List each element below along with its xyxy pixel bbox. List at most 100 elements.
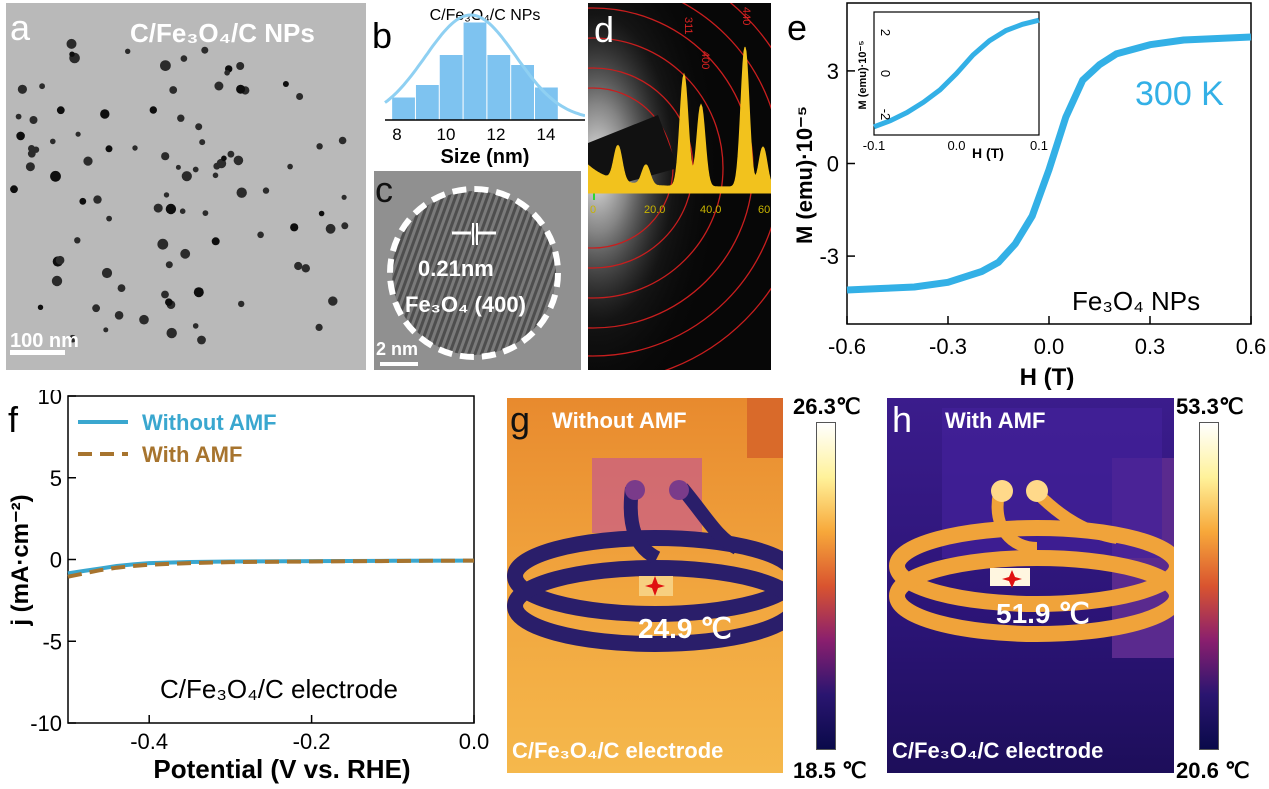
nanoparticle [50, 138, 56, 145]
nanoparticle [338, 136, 347, 145]
nanoparticle [51, 275, 63, 287]
nanoparticle [166, 327, 177, 339]
panel-f-ytick-label: 10 [38, 390, 62, 409]
inset-yticks: -2 0 2 [878, 29, 893, 120]
panel-b-xticks: 8 10 12 14 [392, 125, 555, 144]
nanoparticle [55, 255, 65, 265]
inset-ylabel: M (emu)·10⁻⁵ [857, 40, 869, 109]
nanoparticle [37, 304, 44, 310]
panel-f-lsv-chart: -0.4 -0.2 0.0 10 5 0 -5 -10 Without AMF With A… [7, 390, 489, 784]
lattice-spacing-label: 0.21nm [418, 256, 494, 281]
nanoparticle [301, 264, 310, 273]
nanoparticle [294, 261, 303, 271]
nanoparticle [69, 51, 75, 57]
nanoparticle [316, 143, 323, 150]
panel-e-xticks: -0.6 -0.3 0.0 0.3 0.6 [828, 316, 1266, 359]
panel-e-mh-chart: -0.6 -0.3 0.0 0.3 0.6 -3 0 3 H (T) M (emu)·10⁻… [792, 2, 1266, 391]
nanoparticle [169, 86, 178, 94]
histogram-bar [415, 85, 439, 120]
lattice-fringes [374, 171, 581, 370]
panel-g-thermal-image [507, 398, 783, 773]
nanoparticle [29, 116, 38, 124]
intensity-profile [588, 46, 771, 194]
panel-h-sample: C/Fe₃O₄/C electrode [892, 738, 1104, 763]
colorbar-g-min: 18.5 ℃ [793, 758, 867, 783]
panel-b-xtick: 12 [487, 125, 506, 144]
nanoparticle [318, 210, 325, 217]
temperature-annotation: 300 K [1135, 75, 1224, 113]
nanoparticle [100, 109, 110, 119]
peak-label: 440 [740, 7, 752, 25]
inset-xtick-label: 0.1 [1030, 138, 1048, 153]
panel-c-label: c [375, 169, 393, 210]
nanoparticle [101, 267, 113, 279]
panel-a-tem-image [6, 3, 366, 370]
profile-xtick: 0 [590, 204, 596, 216]
scale-bar-c-label: 2 nm [376, 339, 419, 359]
histogram-bar [535, 87, 558, 120]
nanoparticle [153, 203, 163, 213]
panel-e-xtick-label: -0.3 [929, 334, 967, 359]
nanoparticle [216, 158, 227, 169]
nanoparticle [181, 171, 192, 182]
histogram-bar [439, 55, 463, 120]
nanoparticle [296, 93, 304, 100]
nanoparticle [287, 163, 293, 170]
nanoparticle [16, 131, 25, 141]
panel-e-xlabel: H (T) [1020, 364, 1075, 391]
panel-f-ytick-label: 5 [50, 466, 62, 491]
lattice-plane-label: Fe₃O₄ (400) [405, 292, 526, 317]
legend: Without AMF With AMF [78, 410, 277, 467]
panel-g-title: Without AMF [552, 408, 687, 433]
legend-label-with-amf: With AMF [142, 442, 242, 467]
nanoparticle [341, 222, 349, 230]
inset-xlabel: H (T) [972, 145, 1004, 161]
scale-bar-a-label: 100 nm [10, 330, 79, 352]
nanoparticle [74, 237, 81, 244]
histogram-bar [511, 65, 534, 120]
panel-h-temperature: 51.9 ℃ [996, 598, 1090, 629]
nanoparticle [163, 192, 170, 198]
series-with-amf [67, 558, 475, 579]
gaussian-fit-curve [384, 13, 585, 118]
panel-b-label: b [372, 15, 393, 56]
nanoparticle [10, 185, 18, 194]
panel-e-ytick-label: 3 [827, 59, 839, 84]
nanoparticle [56, 106, 65, 115]
colorbar-h-min: 20.6 ℃ [1176, 758, 1250, 783]
colorbar-h-max: 53.3℃ [1176, 394, 1244, 419]
nanoparticle [149, 106, 157, 114]
scale-bar-a [10, 350, 65, 355]
panel-c-hrtem-image [374, 171, 581, 370]
nanoparticle [221, 155, 227, 162]
panel-e-ylabel: M (emu)·10⁻⁵ [792, 106, 817, 244]
nanoparticle [233, 155, 244, 166]
panel-f-xtick-label: -0.4 [130, 729, 168, 754]
colorbar-g-max: 26.3℃ [793, 394, 861, 419]
panel-e-ytick-label: -3 [819, 244, 839, 269]
panel-b-histogram: C/Fe₃O₄/C NPs 8 10 12 14 Size (nm) [384, 7, 585, 168]
diffraction-pattern: 311 400 440 0 20.0 40.0 60 [588, 3, 771, 370]
nanoparticle [50, 170, 61, 182]
nanoparticle [341, 194, 347, 200]
nanoparticle [212, 172, 219, 179]
histogram-bar [392, 97, 415, 120]
panel-f-yticks: 10 5 0 -5 -10 [30, 390, 76, 736]
nanoparticle [238, 300, 245, 308]
panel-h-label: h [892, 399, 913, 440]
panel-g-temperature: 24.9 ℃ [638, 613, 732, 644]
nanoparticle [202, 210, 209, 217]
colorbar-h [1199, 422, 1219, 750]
panel-e-xtick-label: -0.6 [828, 334, 866, 359]
peak-label: 400 [699, 51, 711, 69]
panel-e-xtick-label: 0.3 [1135, 334, 1166, 359]
panel-f-xticks: -0.4 -0.2 0.0 [130, 715, 489, 754]
nanoparticle [214, 81, 224, 91]
nanoparticle [160, 60, 171, 71]
nanoparticle [157, 238, 169, 250]
nanoparticle [39, 83, 45, 90]
nanoparticle [224, 70, 230, 76]
panel-g-sample: C/Fe₃O₄/C electrode [512, 738, 724, 763]
nanoparticle [25, 162, 35, 172]
panel-a-label: a [10, 7, 31, 48]
